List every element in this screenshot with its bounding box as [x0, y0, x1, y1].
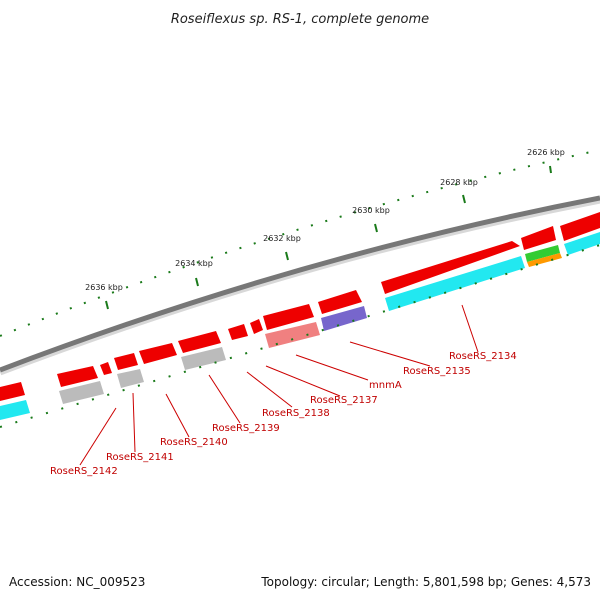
callout-line	[265, 365, 341, 397]
gene-label: RoseRS_2142	[50, 466, 118, 477]
gene-arrows	[0, 212, 600, 401]
backbone-ring	[0, 195, 600, 373]
callout-line	[208, 374, 241, 424]
scale-major-tick	[285, 251, 289, 261]
callout-line	[79, 407, 117, 466]
scale-label: 2632 kbp	[263, 234, 301, 243]
map-title: Roseiflexus sp. RS-1, complete genome	[171, 12, 429, 27]
feature-bar	[525, 245, 560, 262]
feature-bar	[265, 322, 320, 348]
gene-arrow	[178, 331, 221, 353]
callout-line	[165, 393, 190, 438]
gene-arrow	[318, 290, 362, 314]
gene-label: RoseRS_2140	[160, 437, 228, 448]
gene-arrow	[250, 319, 263, 334]
callout-line	[461, 304, 479, 353]
gene-label: mnmA	[369, 380, 402, 391]
feature-bar	[117, 369, 144, 388]
accession-text: Accession: NC_009523	[9, 575, 145, 589]
scale-label: 2626 kbp	[527, 148, 565, 157]
callout-line	[295, 354, 369, 381]
gene-label: RoseRS_2135	[403, 366, 471, 377]
scale-major-tick	[195, 277, 199, 287]
gene-label: RoseRS_2141	[106, 452, 174, 463]
feature-bar	[0, 400, 30, 420]
gene-arrow	[381, 241, 520, 294]
gene-label: RoseRS_2138	[262, 408, 330, 419]
scale-label: 2628 kbp	[440, 178, 478, 187]
scale-ticks	[0, 149, 600, 337]
gene-arrow	[57, 366, 98, 387]
feature-track	[0, 232, 600, 420]
scale-label: 2630 kbp	[352, 206, 390, 215]
callout-line	[132, 392, 136, 453]
feature-bar	[564, 232, 600, 255]
scale-major-tick	[549, 165, 552, 174]
gene-arrow	[114, 353, 138, 370]
gene-arrow	[139, 343, 177, 364]
gene-arrow	[521, 226, 556, 250]
feature-bar	[385, 256, 525, 311]
gene-arrow	[228, 324, 248, 340]
callout-lines	[79, 304, 479, 466]
gene-arrow	[560, 212, 600, 241]
gene-label: RoseRS_2137	[310, 395, 378, 406]
gene-arrow	[263, 304, 314, 330]
scale-major-tick	[374, 223, 378, 233]
scale-label: 2634 kbp	[175, 259, 213, 268]
callout-line	[349, 341, 431, 367]
feature-bar	[181, 347, 226, 370]
feature-bar	[527, 253, 562, 267]
scale-major-tick	[105, 300, 109, 310]
scale-label: 2636 kbp	[85, 283, 123, 292]
gene-label: RoseRS_2139	[212, 423, 280, 434]
scale-minor-ticks	[0, 149, 600, 337]
feature-bar	[321, 306, 367, 331]
gene-arrow	[100, 362, 112, 375]
callout-line	[246, 371, 293, 408]
topology-text: Topology: circular; Length: 5,801,598 bp…	[260, 575, 591, 589]
gene-label: RoseRS_2134	[449, 351, 517, 362]
gene-arrow	[0, 382, 25, 401]
feature-bar	[59, 381, 104, 404]
scale-major-tick	[462, 194, 466, 204]
